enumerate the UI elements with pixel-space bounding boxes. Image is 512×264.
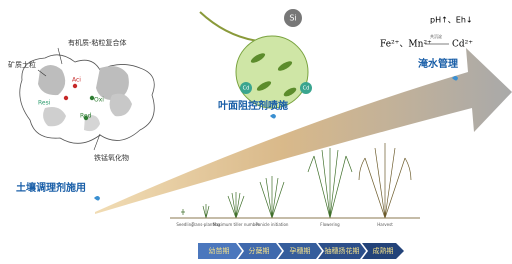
species: Aci	[72, 77, 81, 84]
label: 有机质-粘粒复合体	[68, 38, 127, 47]
label: Fe²⁺、Mn²⁺	[380, 40, 432, 50]
action-label: 淹水管理	[418, 57, 458, 70]
label: Cd	[303, 86, 310, 92]
period-label: 分蘖期	[249, 246, 270, 255]
label: 铁锰氧化物	[94, 153, 129, 162]
species: Oxi	[94, 97, 104, 104]
label: pH↑、Eh↓	[430, 16, 473, 25]
action-label: 土壤调理剂施用	[16, 181, 86, 194]
label: Cd	[243, 86, 250, 92]
stage-label: Maximum tiller number	[213, 222, 260, 227]
action-label: 叶面阻控剂喷施	[218, 99, 288, 112]
label: Si	[289, 14, 296, 23]
stage-label: Harvest	[377, 222, 393, 227]
label: Cd²⁺	[452, 40, 473, 50]
period-label: 幼苗期	[209, 246, 230, 255]
period-label: 抽穗扬花期	[325, 246, 360, 255]
label: 共沉淀	[430, 33, 442, 39]
species: Red	[80, 113, 92, 120]
period-label: 孕穗期	[290, 246, 311, 255]
species: Resi	[38, 100, 51, 107]
leaf-diagram	[200, 9, 312, 108]
label: 矿质土粒	[8, 60, 36, 69]
stage-label: Panicle initiation	[256, 222, 289, 227]
diagram: 有机质-粘粒复合体 矿质土粒 铁锰氧化物 Aci Oxi Resi Red 土壤…	[0, 0, 512, 264]
stage-label: Flowering	[320, 222, 340, 227]
period-label: 成熟期	[373, 246, 394, 255]
